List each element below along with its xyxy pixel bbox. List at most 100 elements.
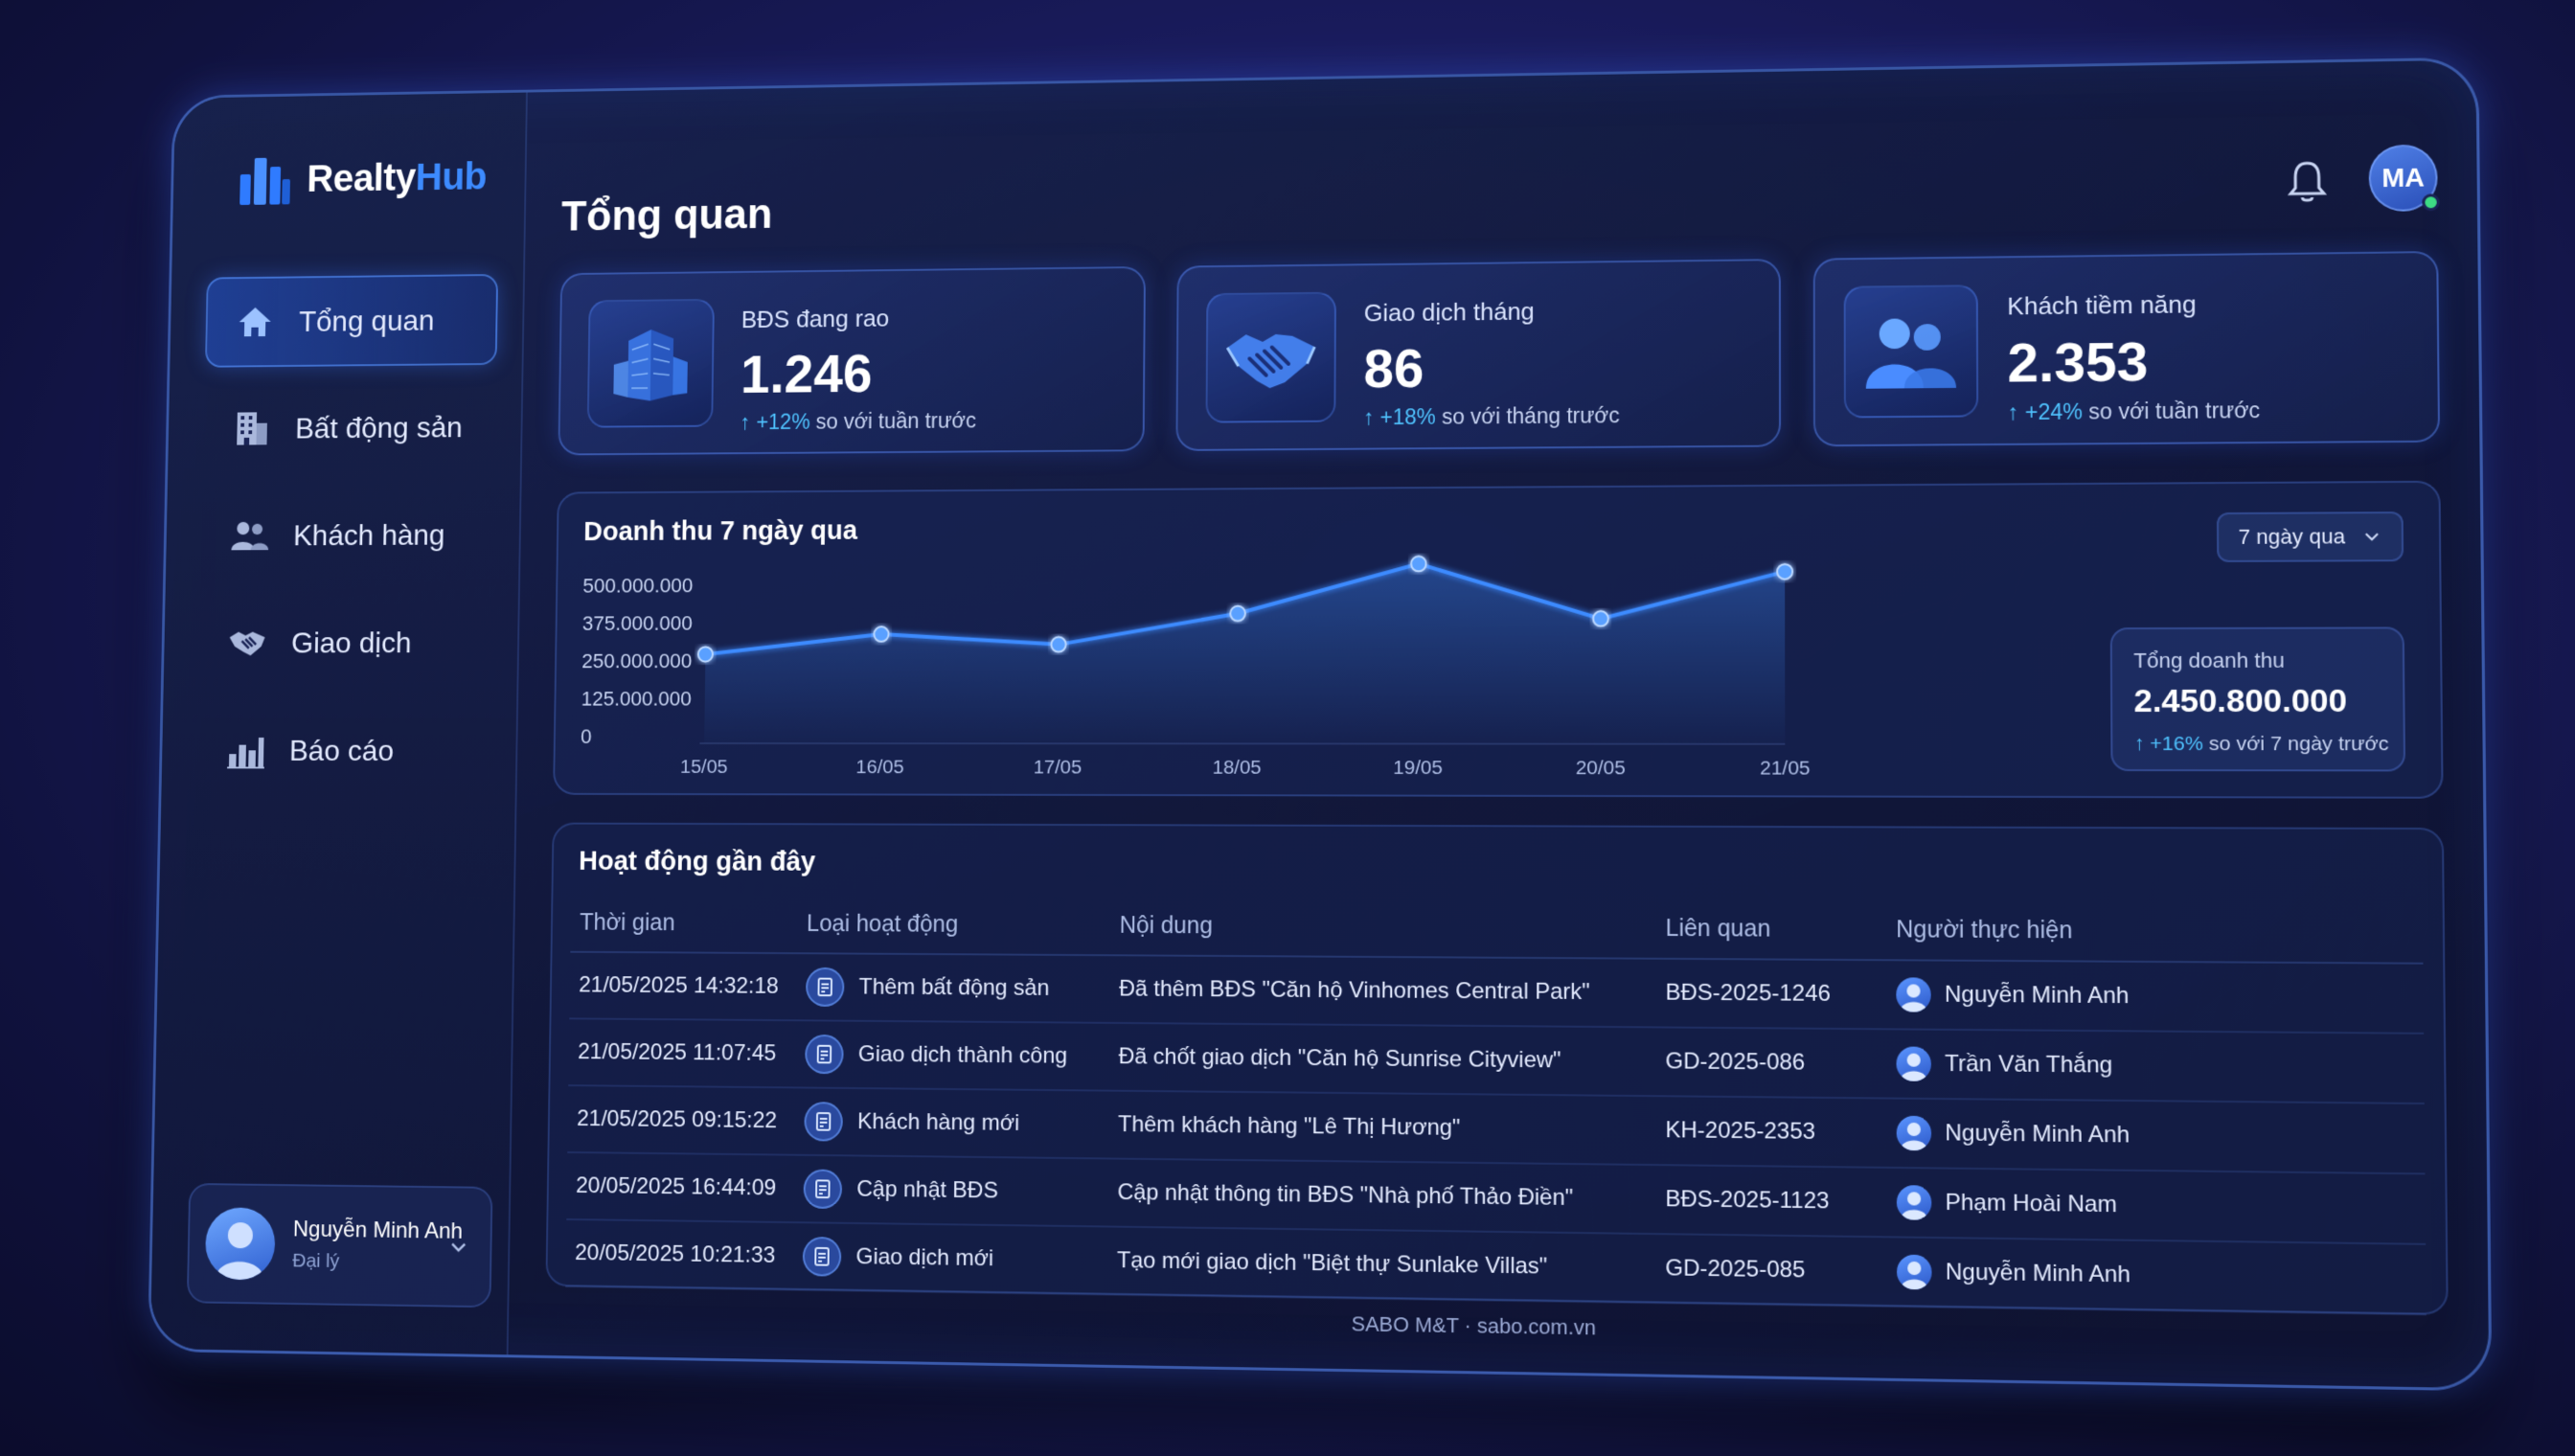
document-icon xyxy=(811,1177,833,1200)
x-tick-label: 21/05 xyxy=(1760,758,1811,780)
cell-time: 21/05/2025 11:07:45 xyxy=(568,1018,797,1088)
stat-cards: BĐS đang rao 1.246 ↑ +12% so với tuần tr… xyxy=(558,250,2441,456)
data-point[interactable] xyxy=(1411,557,1426,572)
sidebar-item-customers[interactable]: Khách hàng xyxy=(201,489,495,581)
cell-content: Thêm khách hàng "Lê Thị Hương" xyxy=(1108,1090,1656,1166)
trend-up-arrow-icon: ↑ xyxy=(740,410,757,435)
activity-type-icon xyxy=(802,1236,842,1277)
cell-content: Tạo mới giao dịch "Biệt thự Sunlake Vill… xyxy=(1106,1226,1656,1304)
cell-ref[interactable]: BĐS-2025-1246 xyxy=(1655,958,1887,1030)
row-ref: KH-2025-2353 xyxy=(1665,1117,1816,1145)
document-icon xyxy=(814,976,836,999)
online-status-dot xyxy=(2422,193,2440,212)
sidebar: RealtyHub Tổng quan Bất động sản Khách h… xyxy=(149,92,528,1355)
main-content: Tổng quan MA BĐS đang rao 1.246 ↑ +12% xyxy=(509,60,2490,1389)
row-content: Đã thêm BĐS "Căn hộ Vinhomes Central Par… xyxy=(1119,975,1590,1005)
sidebar-item-reports[interactable]: Báo cáo xyxy=(196,705,491,797)
stat-icon-box xyxy=(1205,291,1336,423)
activity-table: Thời gian Loại hoạt động Nội dung Liên q… xyxy=(565,894,2427,1316)
stat-trend-pct: +12% xyxy=(756,409,810,434)
sidebar-item-overview[interactable]: Tổng quan xyxy=(204,273,499,368)
app-logo[interactable]: RealtyHub xyxy=(236,148,487,209)
data-point[interactable] xyxy=(1051,637,1066,652)
stat-label: Giao dịch tháng xyxy=(1363,297,1535,328)
revenue-area-fill xyxy=(704,562,1786,744)
range-select[interactable]: 7 ngày qua xyxy=(2216,512,2404,562)
row-content: Cập nhật thông tin BĐS "Nhà phố Thảo Điề… xyxy=(1117,1179,1574,1211)
stat-trend: ↑ +12% so với tuần trước xyxy=(740,408,976,435)
user-profile-card[interactable]: Nguyễn Minh Anh Đại lý xyxy=(186,1182,493,1308)
document-icon xyxy=(810,1245,832,1268)
revenue-chart: 500.000.000 375.000.000 250.000.000 125.000… xyxy=(581,486,1811,780)
row-type: Thêm bất động sản xyxy=(858,974,1050,1001)
person-avatar-icon xyxy=(1896,1115,1932,1151)
total-revenue-value: 2.450.800.000 xyxy=(2133,682,2348,720)
logo-buildings-icon xyxy=(239,157,290,206)
x-tick-label: 18/05 xyxy=(1213,757,1262,779)
row-person: Phạm Hoài Nam xyxy=(1945,1189,2118,1218)
row-type: Giao dịch mới xyxy=(855,1243,994,1272)
total-trend-pct: +16% xyxy=(2150,733,2203,756)
sidebar-item-properties[interactable]: Bất động sản xyxy=(203,381,497,474)
stat-card-listings[interactable]: BĐS đang rao 1.246 ↑ +12% so với tuần tr… xyxy=(558,265,1146,456)
y-tick-label: 0 xyxy=(581,726,592,748)
data-point[interactable] xyxy=(698,647,713,661)
data-point[interactable] xyxy=(1777,564,1792,580)
chevron-down-icon[interactable] xyxy=(448,1237,468,1258)
column-header-time[interactable]: Thời gian xyxy=(570,894,798,954)
cell-type: Giao dịch thành công xyxy=(795,1020,1110,1091)
row-time: 21/05/2025 14:32:18 xyxy=(579,972,780,999)
cell-ref[interactable]: KH-2025-2353 xyxy=(1655,1096,1887,1168)
handshake-3d-icon xyxy=(1219,333,1322,389)
cell-person: Trần Văn Thắng xyxy=(1886,1029,2425,1104)
stat-value: 2.353 xyxy=(2007,330,2149,395)
row-person: Trần Văn Thắng xyxy=(1945,1050,2113,1079)
data-point[interactable] xyxy=(1230,606,1245,622)
data-point[interactable] xyxy=(1593,611,1608,626)
activity-type-icon xyxy=(805,1034,844,1075)
row-type: Giao dịch thành công xyxy=(857,1041,1068,1069)
column-header-person[interactable]: Người thực hiện xyxy=(1886,900,2424,964)
bell-icon[interactable] xyxy=(2285,157,2330,205)
stat-trend: ↑ +18% so với tháng trước xyxy=(1363,403,1619,430)
stat-icon-box xyxy=(1843,284,1979,419)
cell-content: Đã chốt giao dịch "Căn hộ Sunrise Cityvi… xyxy=(1108,1022,1656,1097)
stat-trend-pct: +24% xyxy=(2024,398,2083,424)
row-content: Thêm khách hàng "Lê Thị Hương" xyxy=(1117,1111,1461,1141)
data-point[interactable] xyxy=(874,626,888,641)
document-icon xyxy=(812,1110,834,1133)
cell-person: Nguyễn Minh Anh xyxy=(1886,1237,2427,1315)
cell-person: Nguyễn Minh Anh xyxy=(1886,960,2425,1034)
sidebar-nav: Tổng quan Bất động sản Khách hàng Giao d… xyxy=(196,273,499,813)
column-header-type[interactable]: Loại hoạt động xyxy=(797,895,1111,956)
column-header-content[interactable]: Nội dung xyxy=(1109,897,1656,959)
row-time: 20/05/2025 16:44:09 xyxy=(575,1172,777,1201)
stat-trend-pct: +18% xyxy=(1379,404,1436,430)
row-ref: BĐS-2025-1123 xyxy=(1665,1186,1830,1215)
total-revenue-box: Tổng doanh thu 2.450.800.000 ↑ +16% so v… xyxy=(2109,626,2406,772)
sidebar-item-transactions[interactable]: Giao dịch xyxy=(198,597,492,689)
row-person: Nguyễn Minh Anh xyxy=(1944,981,2130,1010)
page-title: Tổng quan xyxy=(560,189,773,240)
avatar xyxy=(204,1207,276,1281)
sidebar-item-label: Bất động sản xyxy=(294,410,464,444)
sidebar-item-label: Báo cáo xyxy=(288,733,395,767)
x-tick-label: 15/05 xyxy=(680,757,728,778)
cell-ref[interactable]: BĐS-2025-1123 xyxy=(1655,1165,1887,1238)
chevron-down-icon xyxy=(2362,528,2381,545)
stat-card-leads[interactable]: Khách tiềm năng 2.353 ↑ +24% so với tuần… xyxy=(1813,250,2441,447)
stat-card-transactions[interactable]: Giao dịch tháng 86 ↑ +18% so với tháng t… xyxy=(1175,259,1782,451)
cell-ref[interactable]: GD-2025-085 xyxy=(1655,1234,1888,1307)
sidebar-item-label: Tổng quan xyxy=(298,303,435,338)
user-name: Nguyễn Minh Anh xyxy=(292,1217,464,1244)
stat-label: BĐS đang rao xyxy=(741,304,890,333)
cell-ref[interactable]: GD-2025-086 xyxy=(1655,1027,1887,1099)
y-tick-label: 250.000.000 xyxy=(581,650,692,672)
range-select-value: 7 ngày qua xyxy=(2238,524,2346,549)
trend-up-arrow-icon: ↑ xyxy=(2133,733,2151,756)
recent-activity-panel: Hoạt động gần đây Thời gian Loại hoạt độ… xyxy=(545,822,2449,1316)
cell-person: Nguyễn Minh Anh xyxy=(1886,1098,2426,1174)
cell-content: Đã thêm BĐS "Căn hộ Vinhomes Central Par… xyxy=(1109,955,1656,1028)
column-header-ref[interactable]: Liên quan xyxy=(1655,899,1887,961)
logo-wordmark: RealtyHub xyxy=(307,154,488,200)
